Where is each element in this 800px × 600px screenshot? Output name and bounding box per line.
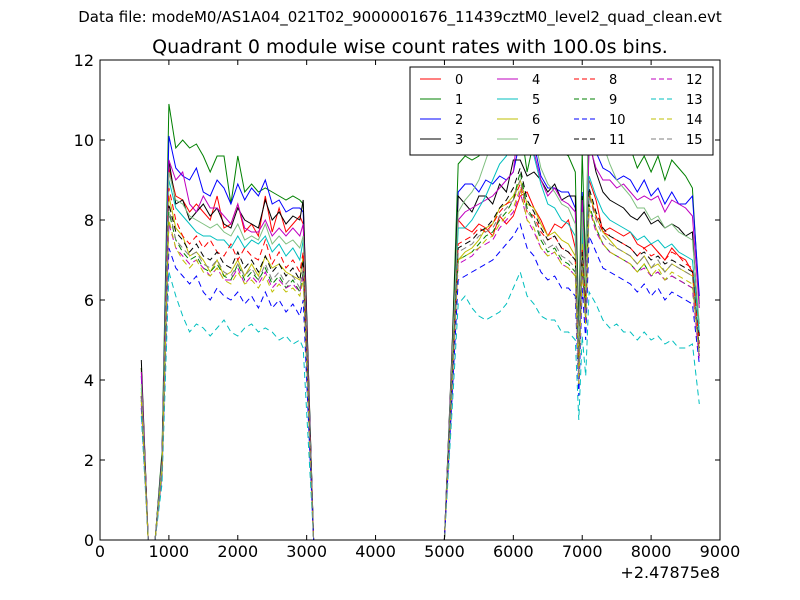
figure-suptitle: Data file: modeM0/AS1A04_021T02_90000016… [78,8,722,26]
legend-label-10: 10 [609,113,626,128]
legend-label-8: 8 [609,73,617,88]
x-tick-label: 2000 [217,542,258,561]
y-tick-label: 2 [84,451,94,470]
x-offset-label: +2.47875e8 [620,563,720,582]
series-line-8 [140,182,700,540]
x-tick-label: 0 [95,542,105,561]
x-tick-label: 8000 [631,542,672,561]
legend-label-12: 12 [686,73,703,88]
legend-label-0: 0 [455,73,463,88]
legend-label-4: 4 [532,73,540,88]
y-tick-label: 10 [74,131,94,150]
series-line-2 [140,122,700,540]
legend-label-1: 1 [455,93,463,108]
series-line-15 [140,178,700,540]
x-tick-label: 1000 [149,542,190,561]
series-line-5 [140,99,700,540]
legend-label-6: 6 [532,113,540,128]
legend-label-13: 13 [686,93,703,108]
legend-label-3: 3 [455,133,463,148]
x-tick-label: 6000 [493,542,534,561]
series-line-6 [140,178,700,540]
y-tick-label: 6 [84,291,94,310]
y-tick-label: 12 [74,51,94,70]
series-line-13 [140,270,700,540]
x-tick-label: 7000 [562,542,603,561]
series-line-12 [140,190,700,540]
legend-label-11: 11 [609,133,626,148]
legend-label-9: 9 [609,93,617,108]
axes-layer: 0 1000 2000 3000 4000 5000 6000 7000 8000 9000 0 2 4… [74,51,741,561]
legend-label-14: 14 [686,113,703,128]
x-tick-label: 5000 [424,542,465,561]
x-tick-label: 9000 [700,542,741,561]
legend-label-7: 7 [532,133,540,148]
legend-label-5: 5 [532,93,540,108]
legend-label-2: 2 [455,113,463,128]
y-tick-label: 0 [84,531,94,550]
x-tick-label: 4000 [355,542,396,561]
y-tick-label: 8 [84,211,94,230]
series-line-14 [140,186,700,540]
legend-label-15: 15 [686,133,703,148]
series-line-11 [140,166,700,540]
chart-title: Quadrant 0 module wise count rates with … [152,36,668,58]
series-line-3 [140,139,700,540]
legend-box [409,66,714,156]
x-tick-label: 3000 [286,542,327,561]
y-tick-label: 4 [84,371,94,390]
series-line-4 [140,107,700,540]
series-line-10 [140,222,700,540]
